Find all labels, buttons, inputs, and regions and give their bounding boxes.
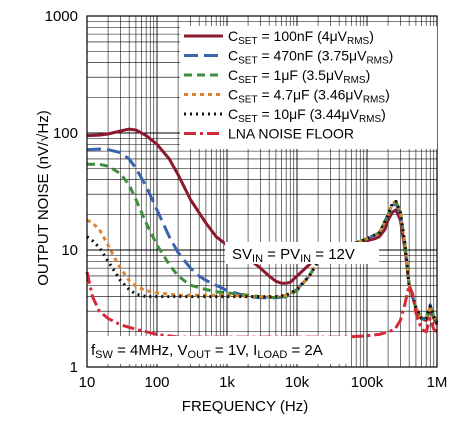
annotations: SVIN = PVIN = 12V fSW = 4MHz, VOUT = 1V, …	[88, 242, 379, 364]
y-tick-label: 1000	[45, 8, 78, 25]
x-tick-label: 100	[144, 374, 169, 391]
legend-entry: CSET = 4.7μF (3.46μVRMS)	[228, 87, 390, 106]
legend: CSET = 100nF (4μVRMS)CSET = 470nF (3.75μ…	[180, 26, 437, 149]
series-line-2	[87, 162, 439, 324]
plot-frame	[86, 15, 438, 368]
x-tick-label: 10k	[285, 374, 310, 391]
x-tick-label: 1k	[219, 374, 235, 391]
supply-annotation-bg	[225, 242, 379, 264]
y-tick-label: 10	[61, 242, 78, 259]
legend-entry: CSET = 100nF (4μVRMS)	[228, 28, 374, 47]
legend-entry: CSET = 10μF (3.44μVRMS)	[228, 106, 386, 125]
x-tick-label: 10	[79, 374, 96, 391]
legend-entry: CSET = 1μF (3.5μVRMS)	[228, 67, 370, 86]
legend-entry: LNA NOISE FLOOR	[228, 126, 354, 142]
legend-entry: CSET = 470nF (3.75μVRMS)	[228, 48, 393, 67]
legend-background	[180, 26, 437, 149]
y-tick-label: 1	[70, 359, 78, 376]
x-axis-label: FREQUENCY (Hz)	[182, 398, 308, 415]
y-axis-label: OUTPUT NOISE (nV/√Hz)	[35, 110, 52, 285]
conditions-annotation-bg	[88, 336, 350, 364]
series-line-4	[86, 199, 439, 324]
y-tick-label: 100	[53, 125, 78, 142]
conditions-annotation: fSW = 4MHz, VOUT = 1V, ILOAD = 2A	[91, 342, 323, 361]
supply-annotation: SVIN = PVIN = 12V	[232, 246, 355, 265]
x-tick-label: 1M	[427, 374, 448, 391]
grid-lines	[87, 16, 437, 367]
x-tick-label: 100k	[351, 374, 384, 391]
